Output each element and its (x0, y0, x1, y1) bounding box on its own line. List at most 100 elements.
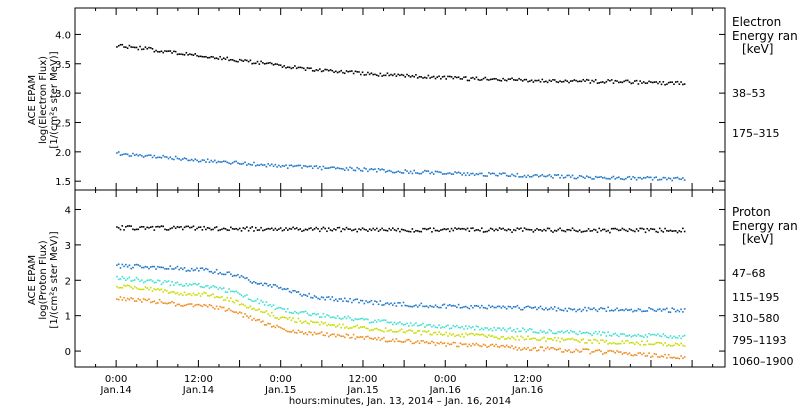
data-point (525, 348, 528, 351)
data-point (144, 46, 147, 48)
data-point (409, 305, 412, 308)
data-point (619, 342, 622, 345)
data-point (196, 303, 198, 306)
data-point (470, 172, 472, 175)
data-point (420, 172, 423, 175)
data-point (666, 229, 668, 232)
data-point (527, 80, 529, 83)
data-point (653, 176, 656, 179)
data-point (214, 57, 216, 60)
data-point (158, 51, 161, 53)
data-point (676, 80, 679, 83)
data-point (178, 53, 181, 55)
data-point (415, 229, 417, 232)
data-point (626, 353, 629, 356)
data-point (482, 343, 485, 346)
data-point (233, 311, 236, 314)
data-point (169, 301, 172, 304)
data-point (393, 302, 396, 305)
data-point (217, 58, 220, 60)
data-point (299, 311, 302, 314)
data-point (409, 322, 412, 324)
data-point (349, 228, 351, 230)
data-point (536, 174, 538, 176)
data-point (391, 330, 394, 333)
data-point (192, 269, 195, 272)
data-point (537, 349, 540, 351)
data-point (326, 332, 328, 334)
data-point (372, 303, 375, 306)
data-point (541, 173, 544, 176)
data-point (452, 304, 455, 307)
data-point (468, 343, 471, 346)
data-point (575, 348, 577, 351)
data-point (530, 349, 533, 351)
data-point (440, 306, 442, 309)
data-point (399, 340, 401, 343)
data-point (359, 299, 362, 302)
data-point (381, 304, 383, 306)
data-point (436, 326, 439, 329)
data-point (133, 300, 136, 302)
data-point (539, 329, 542, 332)
data-point (139, 265, 141, 267)
data-point (158, 156, 161, 159)
data-point (431, 76, 433, 78)
data-point (660, 83, 663, 86)
data-point (375, 327, 378, 330)
data-point (358, 327, 360, 329)
data-point (543, 349, 545, 352)
data-point (454, 305, 456, 307)
data-point (418, 230, 421, 233)
data-point (215, 161, 218, 164)
data-point (578, 341, 581, 343)
data-point (447, 335, 449, 337)
data-point (513, 174, 515, 177)
data-point (294, 165, 296, 167)
data-point (466, 227, 469, 230)
data-point (224, 160, 227, 163)
data-point (445, 345, 447, 347)
data-point (516, 327, 519, 330)
data-point (454, 75, 456, 78)
data-point (623, 228, 625, 231)
data-point (441, 342, 444, 345)
proton-y-axis-title: ACE EPAM log(Proton Flux) [1/(cm²s ster … (27, 231, 60, 328)
data-point (427, 228, 430, 230)
data-point (253, 300, 255, 303)
data-point (480, 172, 483, 175)
data-point (429, 77, 431, 79)
data-point (370, 72, 373, 75)
proton-y-axis-title-line1: ACE EPAM (27, 255, 38, 305)
data-point (190, 158, 193, 161)
data-point (491, 343, 494, 346)
data-point (669, 81, 672, 83)
data-point (235, 60, 237, 63)
data-point (320, 228, 323, 230)
data-point (185, 270, 188, 272)
data-point (612, 350, 615, 353)
data-point (495, 306, 497, 309)
data-point (413, 342, 415, 345)
data-point (505, 307, 508, 310)
data-point (678, 83, 681, 85)
data-point (584, 342, 586, 344)
data-point (215, 268, 218, 271)
data-point (541, 78, 544, 81)
data-point (304, 320, 307, 322)
data-point (128, 155, 131, 157)
data-point (605, 80, 608, 83)
data-point (222, 299, 225, 302)
data-point (176, 303, 179, 306)
data-point (664, 176, 666, 179)
data-point (422, 330, 424, 333)
data-point (377, 328, 380, 331)
data-point (125, 153, 127, 155)
data-point (164, 289, 166, 291)
data-point (472, 332, 474, 335)
data-point (610, 309, 613, 312)
data-point (537, 229, 540, 231)
data-point (224, 228, 227, 230)
data-point (415, 74, 417, 76)
